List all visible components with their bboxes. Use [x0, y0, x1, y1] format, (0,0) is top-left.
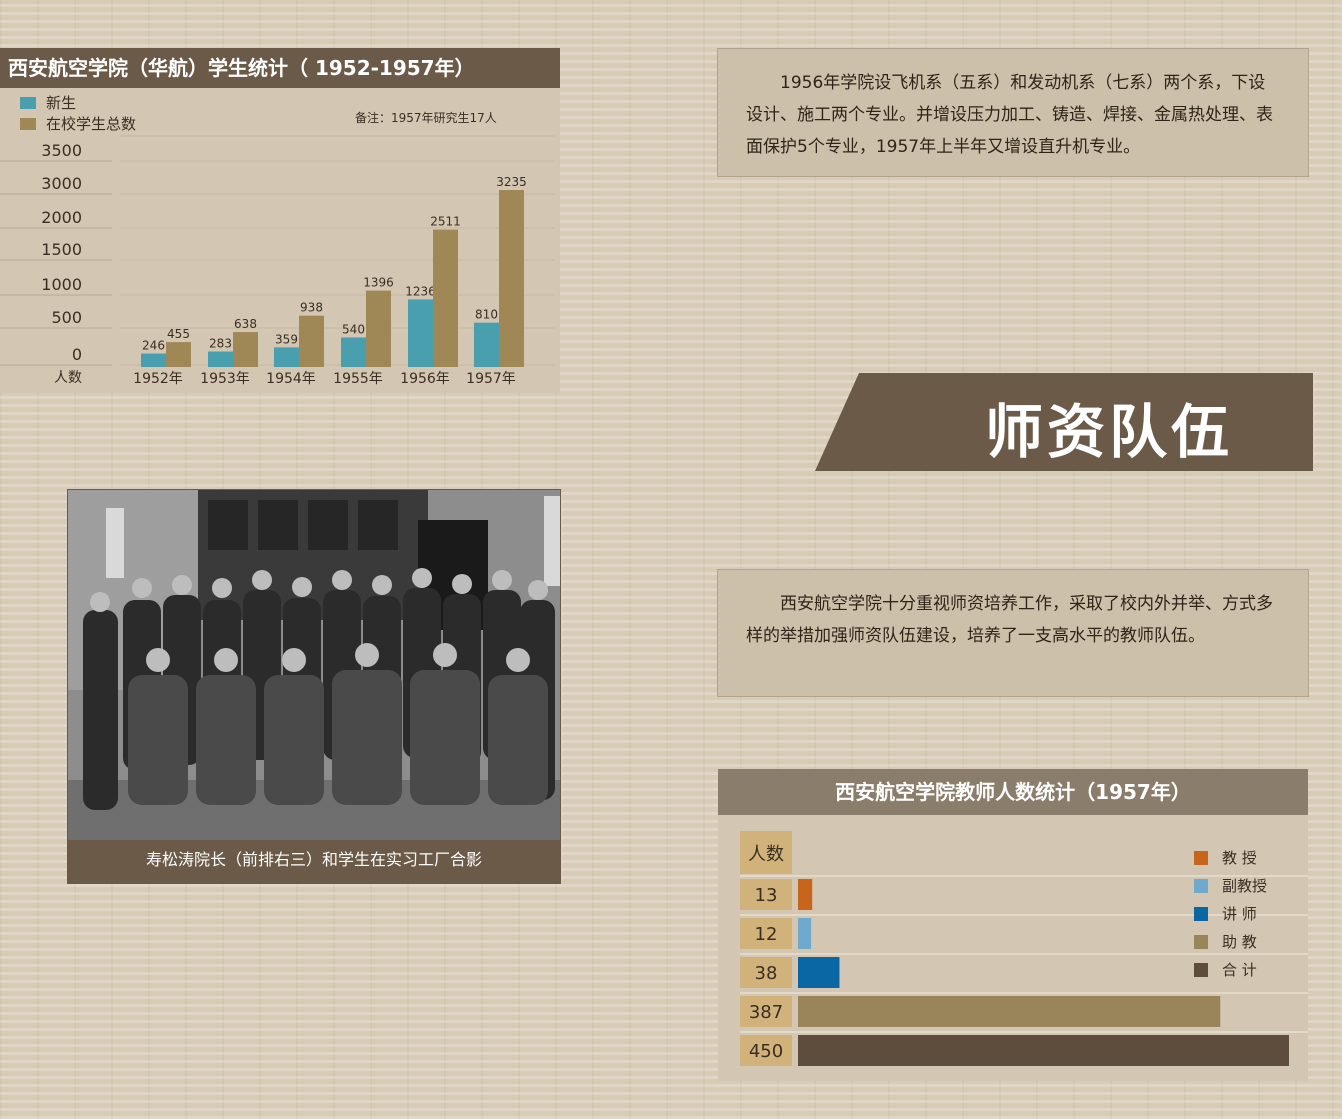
intro-paragraph: 1956年学院设飞机系（五系）和发动机系（七系）两个系，下设设计、施工两个专业。…	[746, 73, 1273, 157]
photo-caption: 寿松涛院长（前排右三）和学生在实习工厂合影	[145, 850, 482, 869]
chart-title: 西安航空学院（华航）学生统计（ 1952-1957年）	[0, 48, 560, 88]
x-tick-label: 1955年	[333, 371, 383, 387]
value-cell	[740, 879, 792, 910]
data-label: 638	[234, 317, 257, 331]
bar-4	[798, 996, 1221, 1027]
legend-swatch	[1194, 907, 1208, 921]
bar-total	[233, 332, 258, 367]
data-label: 1236	[405, 284, 436, 298]
value-cell	[740, 918, 792, 949]
x-tick-label: 1956年	[400, 371, 450, 387]
legend-swatch	[1194, 879, 1208, 893]
bar-3	[798, 957, 840, 988]
bar-new	[474, 322, 499, 367]
y-tick-label: 1000	[41, 275, 82, 294]
value-label: 13	[755, 885, 778, 906]
y-axis-title: 人数	[54, 370, 82, 386]
bar-total	[166, 342, 191, 367]
bar-total	[499, 190, 524, 367]
value-label: 450	[749, 1041, 783, 1062]
x-tick-label: 1957年	[466, 371, 516, 387]
bar-5	[798, 1035, 1289, 1066]
y-axis-title-cell	[740, 831, 792, 874]
y-tick-label: 500	[51, 308, 82, 327]
legend-item-professor: 教 授	[1194, 847, 1257, 868]
legend-item-assistant: 助 教	[1194, 931, 1257, 952]
section-title: 师资队伍	[984, 398, 1233, 466]
value-label: 38	[755, 963, 778, 984]
bar-1	[798, 879, 813, 910]
bar-total	[433, 229, 458, 367]
y-tick-label: 2000	[41, 208, 82, 227]
data-label: 246	[142, 339, 165, 353]
legend-label: 副教授	[1222, 877, 1268, 895]
data-label: 938	[300, 301, 323, 315]
data-label: 455	[167, 327, 190, 341]
faculty-statistics-chart: 西安航空学院教师人数统计（1957年） 人数 13 12 38 387 450 教 授 副…	[718, 769, 1308, 1081]
group-photo	[68, 490, 560, 840]
bar-total	[299, 315, 324, 367]
chart-title: 西安航空学院教师人数统计（1957年）	[718, 769, 1308, 815]
data-label: 1396	[363, 276, 394, 290]
data-label: 283	[209, 337, 232, 351]
bar-new	[274, 347, 299, 367]
y-axis-title: 人数	[748, 844, 784, 865]
bar-new	[208, 351, 233, 367]
legend-swatch	[1194, 963, 1208, 977]
value-cell	[740, 996, 792, 1027]
legend-item-new-students: 新生	[20, 92, 76, 113]
faculty-chart-plot: 人数 13 12 38 387 450	[740, 831, 1308, 1066]
x-tick-label: 1954年	[266, 371, 316, 387]
data-label: 359	[275, 332, 298, 346]
data-label: 540	[342, 322, 365, 336]
legend-label: 在校学生总数	[46, 115, 137, 133]
legend-item-associate-professor: 副教授	[1194, 875, 1267, 896]
legend-label: 讲 师	[1222, 905, 1257, 923]
y-tick-label: 3500	[41, 141, 82, 160]
y-tick-label: 1500	[41, 240, 82, 259]
x-tick-label: 1953年	[200, 371, 250, 387]
photo-frame: 寿松涛院长（前排右三）和学生在实习工厂合影	[67, 489, 561, 884]
chart-note: 备注：1957年研究生17人	[355, 111, 497, 125]
y-tick-label: 0	[72, 345, 82, 364]
legend-swatch	[1194, 851, 1208, 865]
legend-label: 新生	[46, 94, 77, 112]
bar-new	[141, 353, 166, 367]
value-label: 12	[755, 924, 778, 945]
bar-2	[798, 918, 812, 949]
legend-swatch	[1194, 935, 1208, 949]
group-photo-illustration	[68, 490, 560, 840]
student-statistics-chart: 西安航空学院（华航）学生统计（ 1952-1957年） 新生 在校学生总数 备注…	[0, 48, 560, 393]
legend-label: 合 计	[1222, 961, 1257, 979]
value-cell	[740, 957, 792, 988]
bar-new	[408, 299, 433, 367]
data-label: 3235	[496, 175, 527, 189]
legend-item-lecturer: 讲 师	[1194, 903, 1257, 924]
legend-item-total-students: 在校学生总数	[20, 113, 136, 134]
legend-swatch-total	[20, 118, 36, 130]
bar-new	[341, 337, 366, 367]
legend-label: 助 教	[1222, 933, 1257, 951]
data-label: 2511	[430, 215, 461, 229]
y-tick-label: 3000	[41, 174, 82, 193]
intro-text-box: 1956年学院设飞机系（五系）和发动机系（七系）两个系，下设设计、施工两个专业。…	[717, 48, 1309, 177]
legend-swatch-new	[20, 97, 36, 109]
legend-item-total: 合 计	[1194, 959, 1257, 980]
legend-label: 教 授	[1222, 849, 1257, 867]
bar-total	[366, 290, 391, 367]
faculty-paragraph: 西安航空学院十分重视师资培养工作，采取了校内外并举、方式多样的举措加强师资队伍建…	[746, 594, 1273, 646]
value-cell	[740, 1035, 792, 1066]
data-label: 810	[475, 308, 498, 322]
faculty-text-box: 西安航空学院十分重视师资培养工作，采取了校内外并举、方式多样的举措加强师资队伍建…	[717, 569, 1309, 697]
value-label: 387	[749, 1002, 783, 1023]
section-banner: 师资队伍	[815, 373, 1313, 471]
x-tick-label: 1952年	[133, 371, 183, 387]
